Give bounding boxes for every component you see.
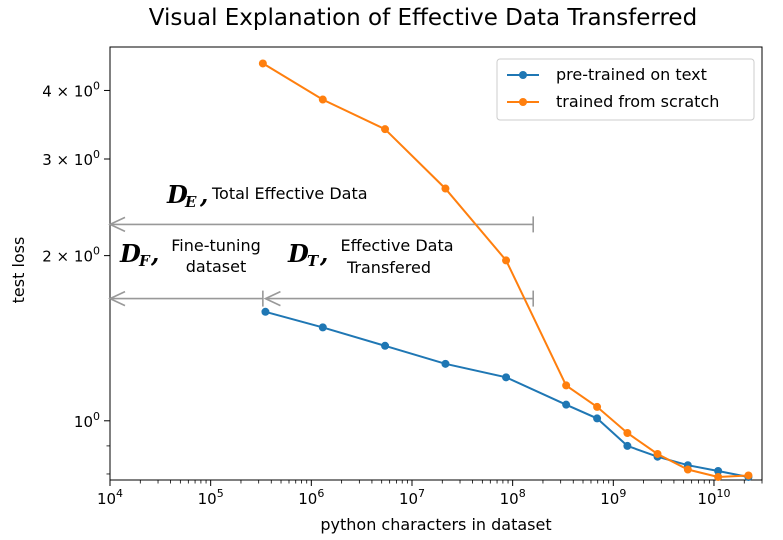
x-tick-label: 106 bbox=[298, 487, 324, 508]
annotation-dt-comma: , bbox=[319, 239, 328, 268]
legend-box bbox=[496, 58, 755, 121]
y-tick-label: 100 bbox=[74, 410, 100, 431]
legend-marker-pretrained bbox=[519, 71, 527, 79]
data-point bbox=[502, 256, 511, 265]
data-point bbox=[502, 373, 511, 382]
series-line-0 bbox=[265, 310, 749, 478]
legend: pre-trained on text trained from scratch bbox=[496, 58, 755, 121]
annotation-df-text-2: dataset bbox=[186, 257, 247, 276]
y-tick-label: 3 × 100 bbox=[42, 148, 100, 169]
x-tick-label: 104 bbox=[97, 487, 123, 508]
data-point bbox=[714, 472, 723, 481]
data-point bbox=[593, 402, 602, 411]
legend-label-scratch: trained from scratch bbox=[556, 92, 719, 111]
annotation-df-comma: , bbox=[150, 239, 159, 268]
annotation-dt-text-2: Transfered bbox=[346, 258, 431, 277]
data-point bbox=[441, 359, 450, 368]
annotation-df-text-1: Fine-tuning bbox=[171, 236, 261, 255]
data-point bbox=[562, 400, 571, 409]
annotation-arrow-0-head bbox=[108, 216, 126, 233]
data-point bbox=[714, 467, 723, 476]
x-tick-label: 105 bbox=[198, 487, 224, 508]
annotation-dt-text-1: Effective Data bbox=[340, 236, 453, 255]
legend-label-pretrained: pre-trained on text bbox=[556, 65, 707, 84]
data-point bbox=[441, 184, 450, 193]
x-tick-label: 1010 bbox=[697, 487, 730, 508]
annotation-df-symbol: D bbox=[119, 239, 141, 268]
annotation-transferred: D T , Effective Data Transfered bbox=[287, 236, 454, 277]
data-point bbox=[623, 441, 632, 450]
data-point bbox=[683, 465, 692, 474]
y-tick-label: 4 × 100 bbox=[42, 79, 100, 100]
annotation-total-effective: D E , Total Effective Data bbox=[166, 180, 368, 211]
annotations: D E , Total Effective Data D F , Fine-tu… bbox=[108, 180, 534, 307]
annotation-dt-symbol: D bbox=[287, 239, 309, 268]
annotation-df-subscript: F bbox=[138, 252, 151, 270]
y-axis-label: test loss bbox=[9, 237, 28, 304]
legend-marker-scratch bbox=[519, 98, 527, 106]
x-axis: 104 105 106 107 108 109 1010 bbox=[97, 480, 763, 508]
data-point bbox=[623, 429, 632, 438]
data-point bbox=[744, 471, 753, 480]
annotation-arrows bbox=[108, 216, 534, 307]
x-tick-label: 107 bbox=[399, 487, 425, 508]
annotation-fine-tuning: D F , Fine-tuning dataset bbox=[119, 236, 261, 276]
plot-frame bbox=[109, 46, 763, 481]
annotation-arrow-2-head bbox=[263, 290, 281, 307]
data-point bbox=[653, 449, 662, 458]
data-point bbox=[562, 381, 571, 390]
chart-title: Visual Explanation of Effective Data Tra… bbox=[149, 5, 697, 31]
series-layer bbox=[258, 59, 753, 481]
annotation-de-symbol: D bbox=[166, 180, 188, 209]
x-tick-label: 108 bbox=[500, 487, 526, 508]
data-point bbox=[261, 307, 270, 316]
annotation-de-text: Total Effective Data bbox=[211, 184, 368, 203]
data-point bbox=[381, 341, 390, 350]
annotation-arrow-1-head bbox=[108, 290, 126, 307]
y-axis: 100 2 × 100 3 × 100 4 × 100 bbox=[42, 79, 110, 475]
data-point bbox=[318, 95, 327, 104]
x-axis-label: python characters in dataset bbox=[320, 515, 551, 534]
data-point bbox=[381, 125, 390, 134]
data-point bbox=[258, 59, 267, 68]
x-tick-label: 109 bbox=[600, 487, 626, 508]
annotation-de-subscript: E bbox=[184, 193, 197, 211]
data-point bbox=[318, 323, 327, 332]
y-tick-label: 2 × 100 bbox=[42, 245, 100, 266]
annotation-de-comma: , bbox=[199, 180, 208, 209]
data-point bbox=[593, 414, 602, 423]
annotation-dt-subscript: T bbox=[307, 252, 320, 270]
series-line-1 bbox=[262, 62, 749, 479]
